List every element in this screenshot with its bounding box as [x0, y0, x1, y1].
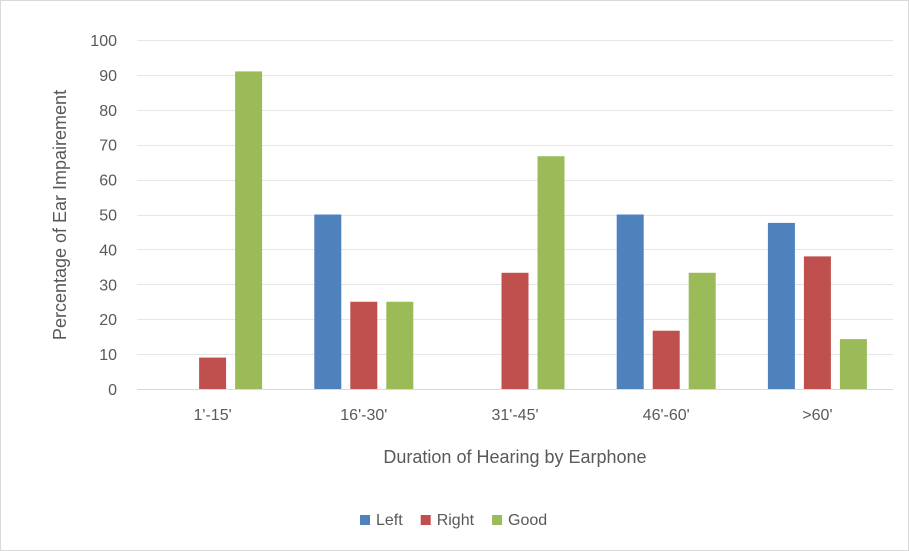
bar-right-2 — [350, 301, 378, 389]
y-tick-label: 20 — [99, 312, 117, 329]
bars — [199, 71, 867, 389]
y-tick-label: 10 — [99, 347, 117, 364]
legend-label-good: Good — [508, 512, 547, 529]
legend-swatch-good — [492, 515, 503, 525]
legend-swatch-right — [420, 515, 431, 525]
x-axis-title: Duration of Hearing by Earphone — [383, 447, 646, 467]
legend-item-left: Left — [360, 512, 403, 529]
y-tick-label: 50 — [99, 208, 117, 225]
legend-label-left: Left — [376, 512, 403, 529]
bar-left-4 — [616, 214, 644, 389]
bar-right-3 — [501, 272, 529, 389]
bar-right-1 — [199, 357, 227, 389]
x-tick-label: 1'-15' — [194, 407, 232, 424]
legend-swatch-left — [360, 515, 370, 525]
bar-right-4 — [652, 330, 680, 389]
legend: Left Right Good — [360, 512, 547, 529]
y-tick-label: 30 — [99, 277, 117, 294]
x-tick-label: 16'-30' — [340, 407, 387, 424]
y-tick-labels: 0 10 20 30 40 50 60 70 80 90 100 — [90, 33, 117, 399]
y-tick-label: 90 — [99, 68, 117, 85]
y-axis-title: Percentage of Ear Impairement — [50, 90, 70, 340]
x-tick-label: 46'-60' — [643, 407, 690, 424]
y-tick-label: 0 — [108, 382, 117, 399]
y-tick-label: 60 — [99, 173, 117, 190]
legend-item-right: Right — [420, 512, 475, 529]
y-tick-label: 70 — [99, 138, 117, 155]
bar-good-5 — [839, 339, 867, 389]
x-tick-labels: 1'-15' 16'-30' 31'-45' 46'-60' >60' — [194, 407, 833, 424]
gridlines — [137, 40, 893, 390]
x-tick-label: >60' — [802, 407, 832, 424]
bar-good-4 — [688, 272, 716, 389]
legend-item-good: Good — [492, 512, 547, 529]
legend-label-right: Right — [437, 512, 475, 529]
y-tick-label: 100 — [90, 33, 117, 50]
y-tick-label: 40 — [99, 242, 117, 259]
x-tick-label: 31'-45' — [491, 407, 538, 424]
y-tick-label: 80 — [99, 103, 117, 120]
bar-left-5 — [767, 222, 795, 389]
bar-right-5 — [803, 256, 831, 389]
bar-left-2 — [314, 214, 342, 389]
bar-good-2 — [386, 301, 414, 389]
bar-good-3 — [537, 156, 565, 389]
bar-good-1 — [235, 71, 263, 389]
